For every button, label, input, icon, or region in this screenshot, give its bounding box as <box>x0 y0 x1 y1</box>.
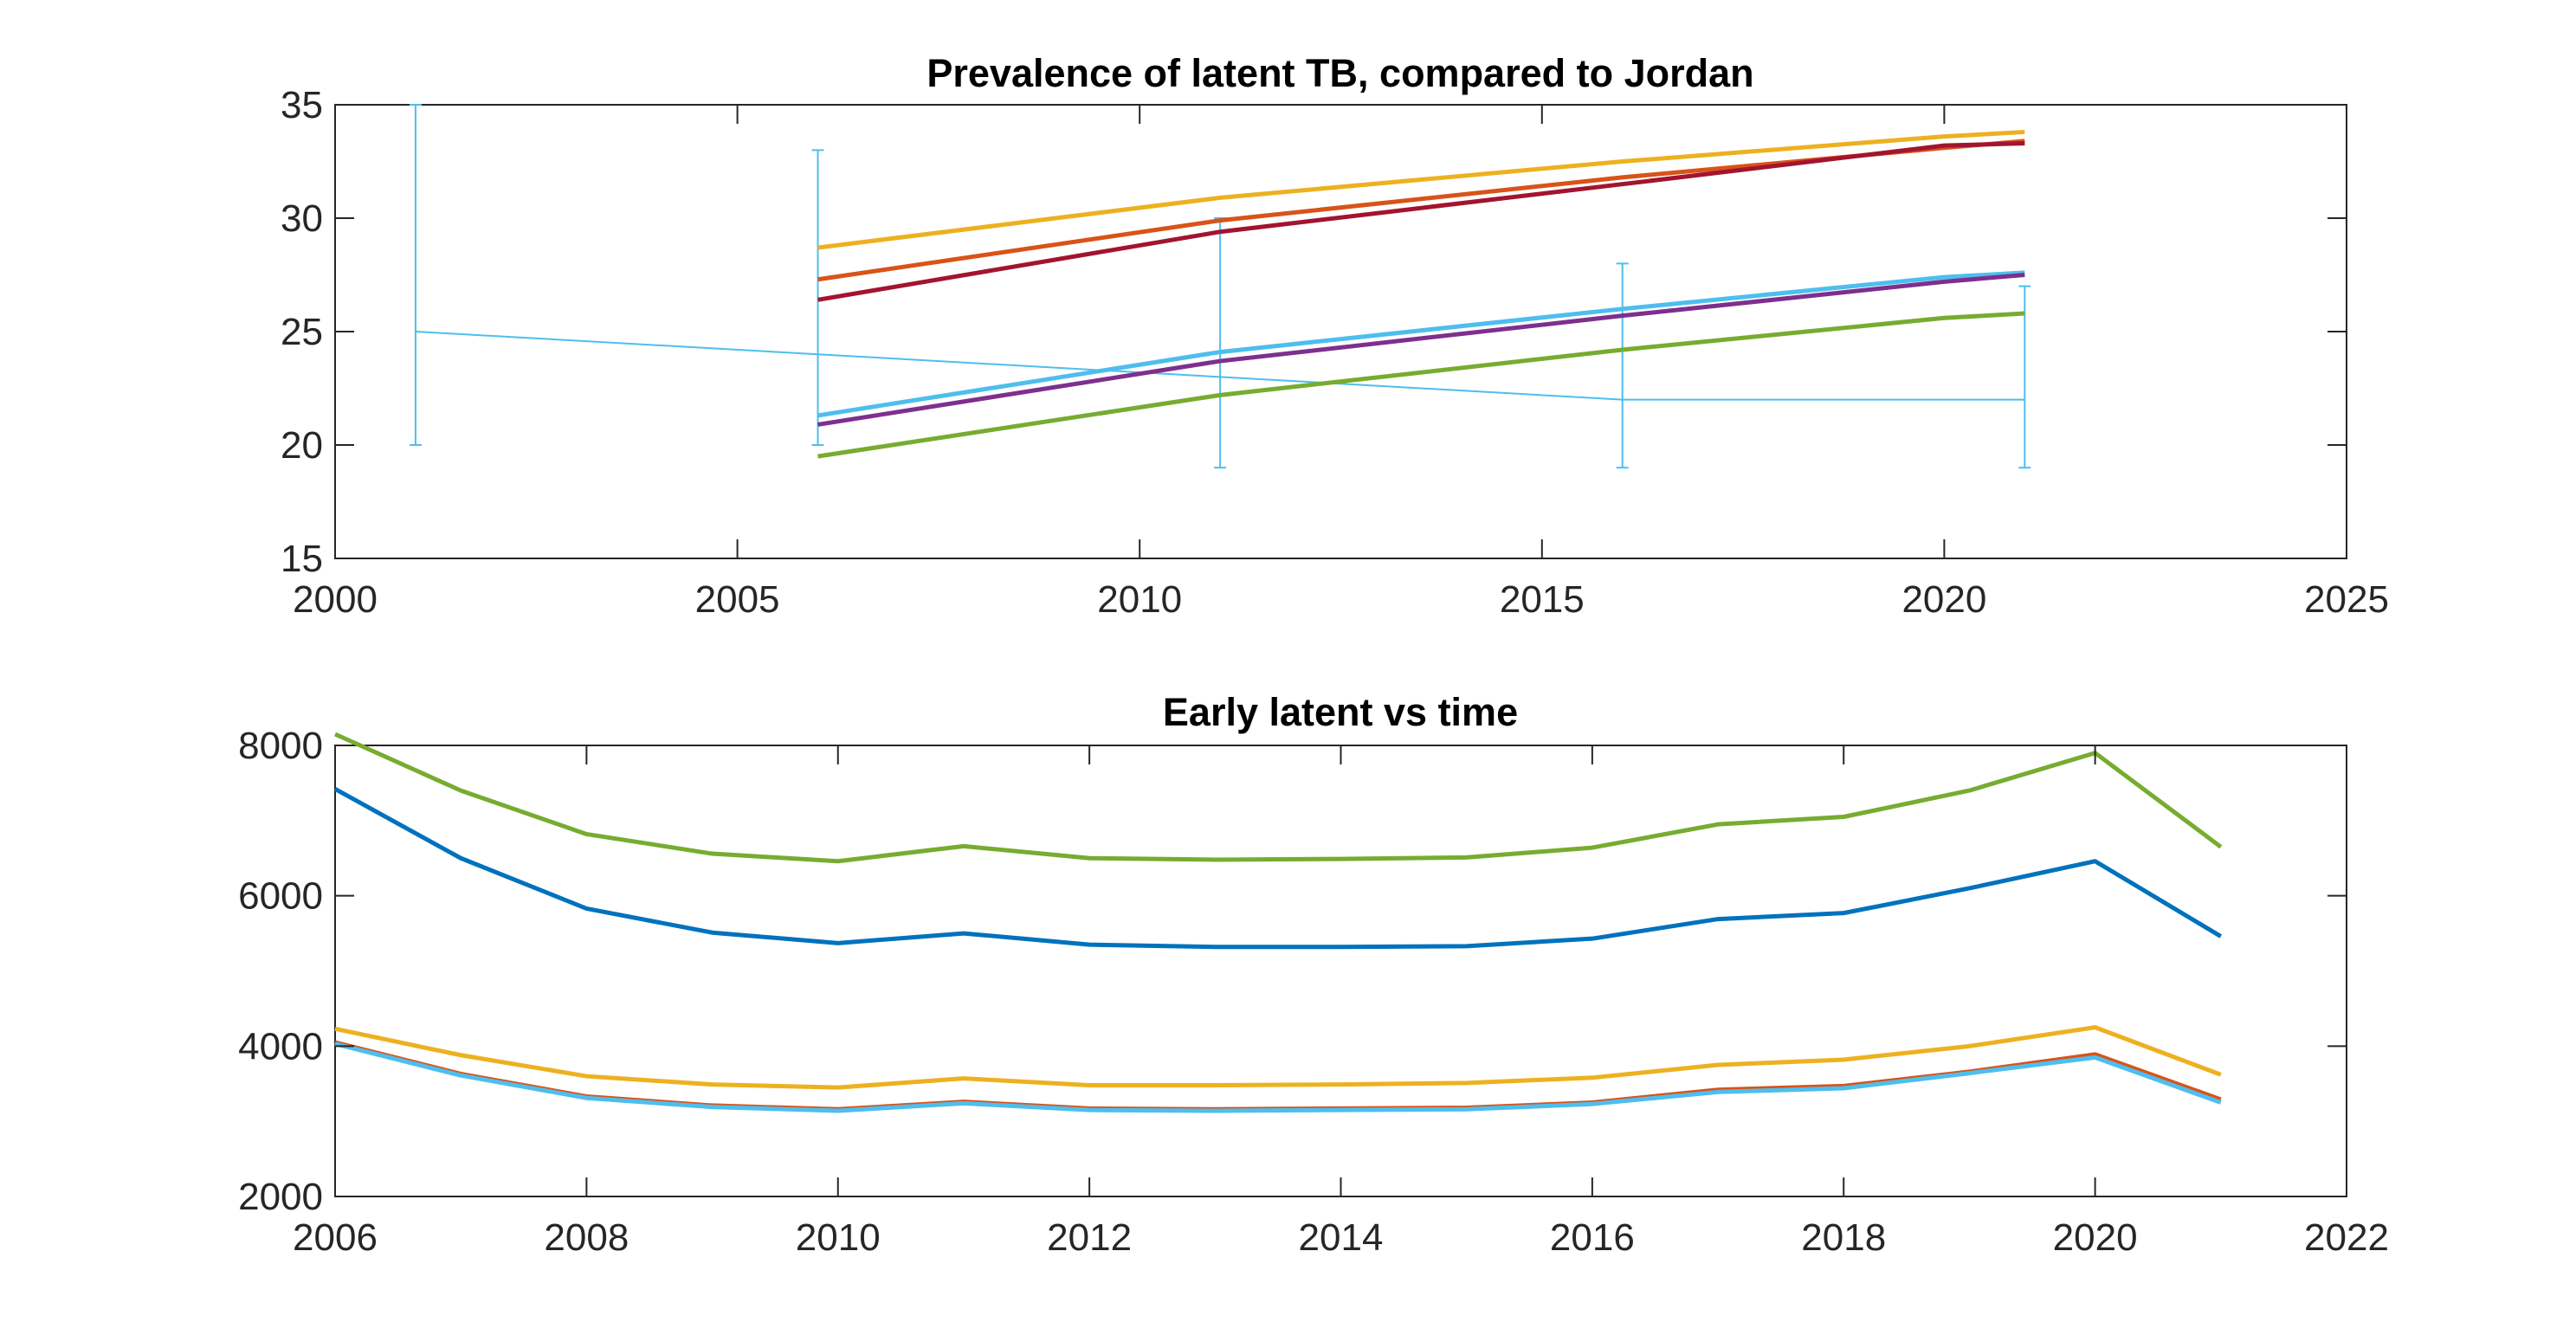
x-tick-label: 2000 <box>293 578 378 621</box>
x-tick-label: 2016 <box>1550 1216 1635 1259</box>
errorbar-group <box>409 104 2031 469</box>
series-line-green <box>333 732 2223 864</box>
x-tick-label: 2018 <box>1801 1216 1886 1259</box>
series-line-purple <box>817 273 2025 427</box>
series-line-light-blue <box>817 270 2025 418</box>
y-tick-label: 20 <box>281 424 323 467</box>
x-tick-label: 2025 <box>2304 578 2389 621</box>
tick-group: 2006 2008 2010 2012 2014 2016 2018 2020 2022 2000… <box>238 725 2389 1259</box>
series-line-light-blue <box>334 1042 2222 1113</box>
y-tick-label: 4000 <box>238 1025 323 1067</box>
x-tick-label: 2020 <box>1901 578 1986 621</box>
x-tick-label: 2022 <box>2304 1216 2389 1259</box>
series-line-dark-red <box>817 141 2025 302</box>
y-tick-label: 30 <box>281 197 323 240</box>
y-tick-label: 6000 <box>238 875 323 918</box>
x-tick-label: 2008 <box>544 1216 629 1259</box>
series-line-orange <box>817 129 2025 250</box>
y-tick-label: 15 <box>281 538 323 580</box>
x-tick-label: 2010 <box>1097 578 1182 621</box>
chart-title: Prevalence of latent TB, compared to Jor… <box>926 51 1753 95</box>
y-tick-label: 25 <box>281 311 323 353</box>
series-group <box>333 732 2223 1113</box>
chart-title: Early latent vs time <box>1163 690 1518 734</box>
chart-early-latent: Early latent vs time 2006 2008 2010 2012 201… <box>238 690 2389 1259</box>
x-tick-label: 2020 <box>2053 1216 2138 1259</box>
series-line-orange <box>334 1025 2222 1090</box>
series-line-blue <box>333 787 2223 950</box>
y-tick-label: 8000 <box>238 725 323 767</box>
x-tick-label: 2006 <box>293 1216 378 1259</box>
y-tick-label: 2000 <box>238 1176 323 1218</box>
y-tick-label: 35 <box>281 84 323 126</box>
x-tick-label: 2014 <box>1299 1216 1384 1259</box>
series-group <box>817 129 2025 459</box>
x-tick-label: 2012 <box>1047 1216 1132 1259</box>
x-tick-label: 2010 <box>796 1216 881 1259</box>
chart-prevalence-latent-tb: Prevalence of latent TB, compared to Jor… <box>281 51 2389 621</box>
x-tick-label: 2005 <box>695 578 780 621</box>
series-line-green <box>817 311 2025 459</box>
x-tick-label: 2015 <box>1500 578 1585 621</box>
